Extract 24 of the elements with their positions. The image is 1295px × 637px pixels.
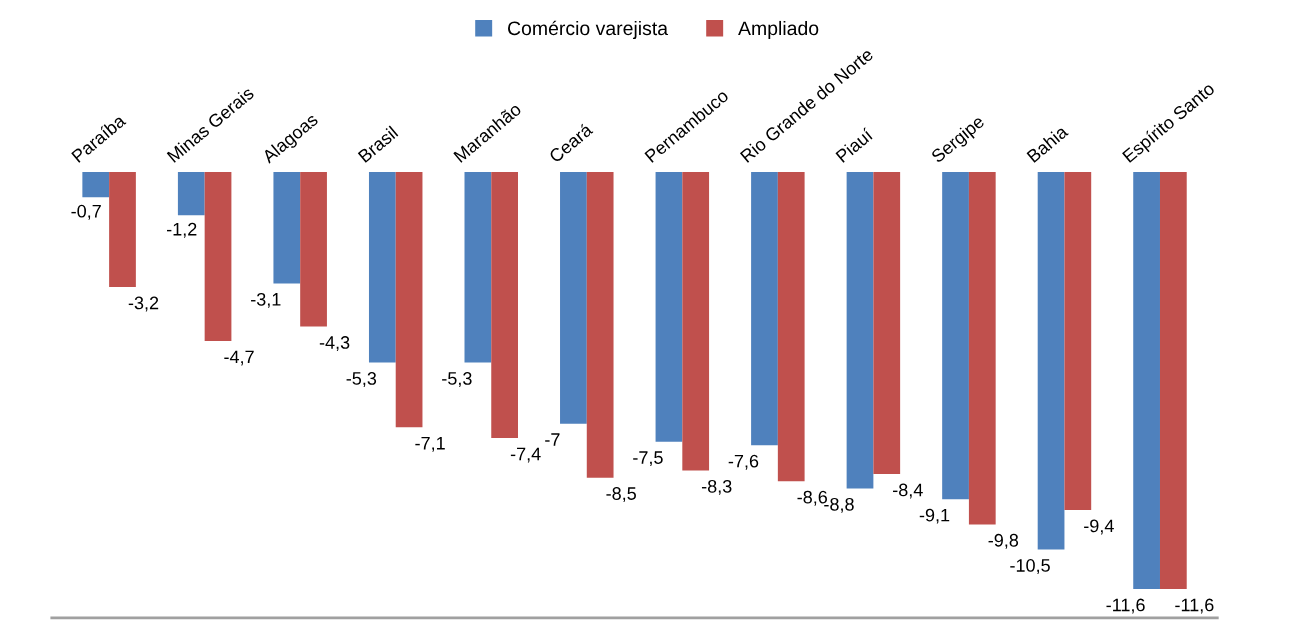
data-label: -10,5	[1010, 559, 1050, 574]
data-label: -9,1	[919, 508, 950, 524]
data-label: -3,1	[251, 292, 281, 308]
legend-label: Ampliado	[738, 20, 819, 40]
data-label: -7	[545, 433, 560, 446]
data-label: -3,2	[128, 296, 159, 312]
data-label: -4,7	[224, 350, 254, 366]
data-label: -1,2	[166, 222, 197, 238]
data-label: -11,6	[1106, 598, 1145, 614]
data-label: -4,3	[319, 336, 350, 351]
data-label: -8,4	[893, 483, 923, 499]
data-label: -7,4	[510, 447, 541, 463]
data-label: -7,5	[633, 451, 663, 467]
data-label: -7,1	[415, 436, 445, 452]
data-label: -0,7	[71, 204, 101, 220]
data-label: -5,3	[442, 372, 472, 387]
data-label: -9,4	[1084, 519, 1114, 535]
data-label: -8,5	[606, 487, 636, 503]
data-label: -8,3	[701, 479, 732, 495]
data-label: -5,3	[346, 372, 377, 387]
legend-label: Comércio varejista	[508, 20, 669, 40]
data-label: -9,8	[988, 533, 1019, 549]
data-label: -7,6	[728, 454, 759, 470]
data-label: -11,6	[1175, 598, 1214, 614]
